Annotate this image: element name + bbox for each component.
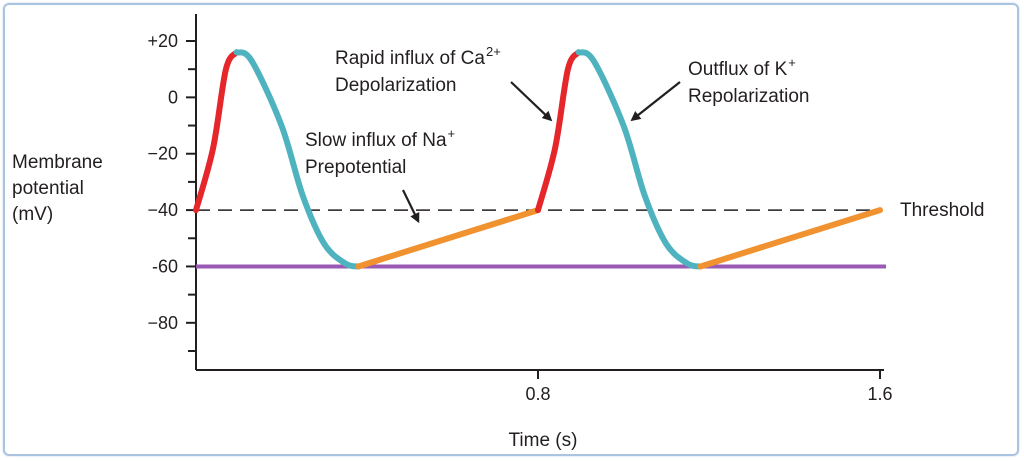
annotation-line-2: Depolarization — [335, 75, 456, 96]
annotation: Outflux of K + Repolarization — [630, 55, 809, 122]
membrane-potential-curve — [193, 49, 883, 270]
annotation-arrow — [630, 81, 681, 122]
curve-segment-prepotential — [355, 207, 541, 270]
annotation-superscript: + — [448, 126, 456, 141]
annotation-arrow — [510, 81, 553, 122]
annotation-line-2: Prepotential — [305, 157, 406, 178]
x-tick-label: 0.8 — [525, 384, 550, 404]
annotation-line-1: Outflux of K — [688, 59, 788, 80]
x-axis-title: Time (s) — [509, 430, 578, 451]
curve-segment-depolarization — [535, 49, 582, 214]
x-ticks: 0.8 1.6 — [525, 370, 893, 404]
y-ticks: +20 0 −20 −40 -60 −80 — [147, 31, 196, 352]
y-axis-title-line-2: potential — [12, 178, 84, 199]
annotation: Slow influx of Na + Prepotential — [305, 126, 456, 224]
curve-segment-prepotential — [697, 207, 883, 270]
annotation-arrow — [402, 189, 420, 224]
curve-segment-repolarization — [575, 49, 704, 270]
curve-segment-depolarization — [193, 49, 240, 214]
y-tick-label: 0 — [168, 87, 178, 107]
annotation-line-1: Slow influx of Na — [305, 130, 447, 151]
figure-frame — [3, 3, 1019, 456]
annotation-line-2: Repolarization — [688, 86, 809, 107]
annotation-superscript: 2+ — [486, 44, 501, 59]
annotation: Rapid influx of Ca 2+ Depolarization — [335, 44, 553, 122]
x-tick-label: 1.6 — [867, 384, 892, 404]
threshold-label: Threshold — [900, 200, 985, 221]
y-axis-title-line-1: Membrane — [12, 152, 103, 173]
curve-segment-repolarization — [233, 49, 362, 270]
annotation-superscript: + — [788, 55, 796, 70]
y-tick-label: −40 — [147, 200, 178, 220]
y-tick-label: +20 — [147, 31, 178, 51]
annotation-line-1: Rapid influx of Ca — [335, 48, 485, 69]
y-tick-label: −80 — [147, 313, 178, 333]
y-axis-title-line-3: (mV) — [12, 204, 53, 225]
y-tick-label: −20 — [147, 144, 178, 164]
y-tick-label: -60 — [152, 256, 178, 276]
